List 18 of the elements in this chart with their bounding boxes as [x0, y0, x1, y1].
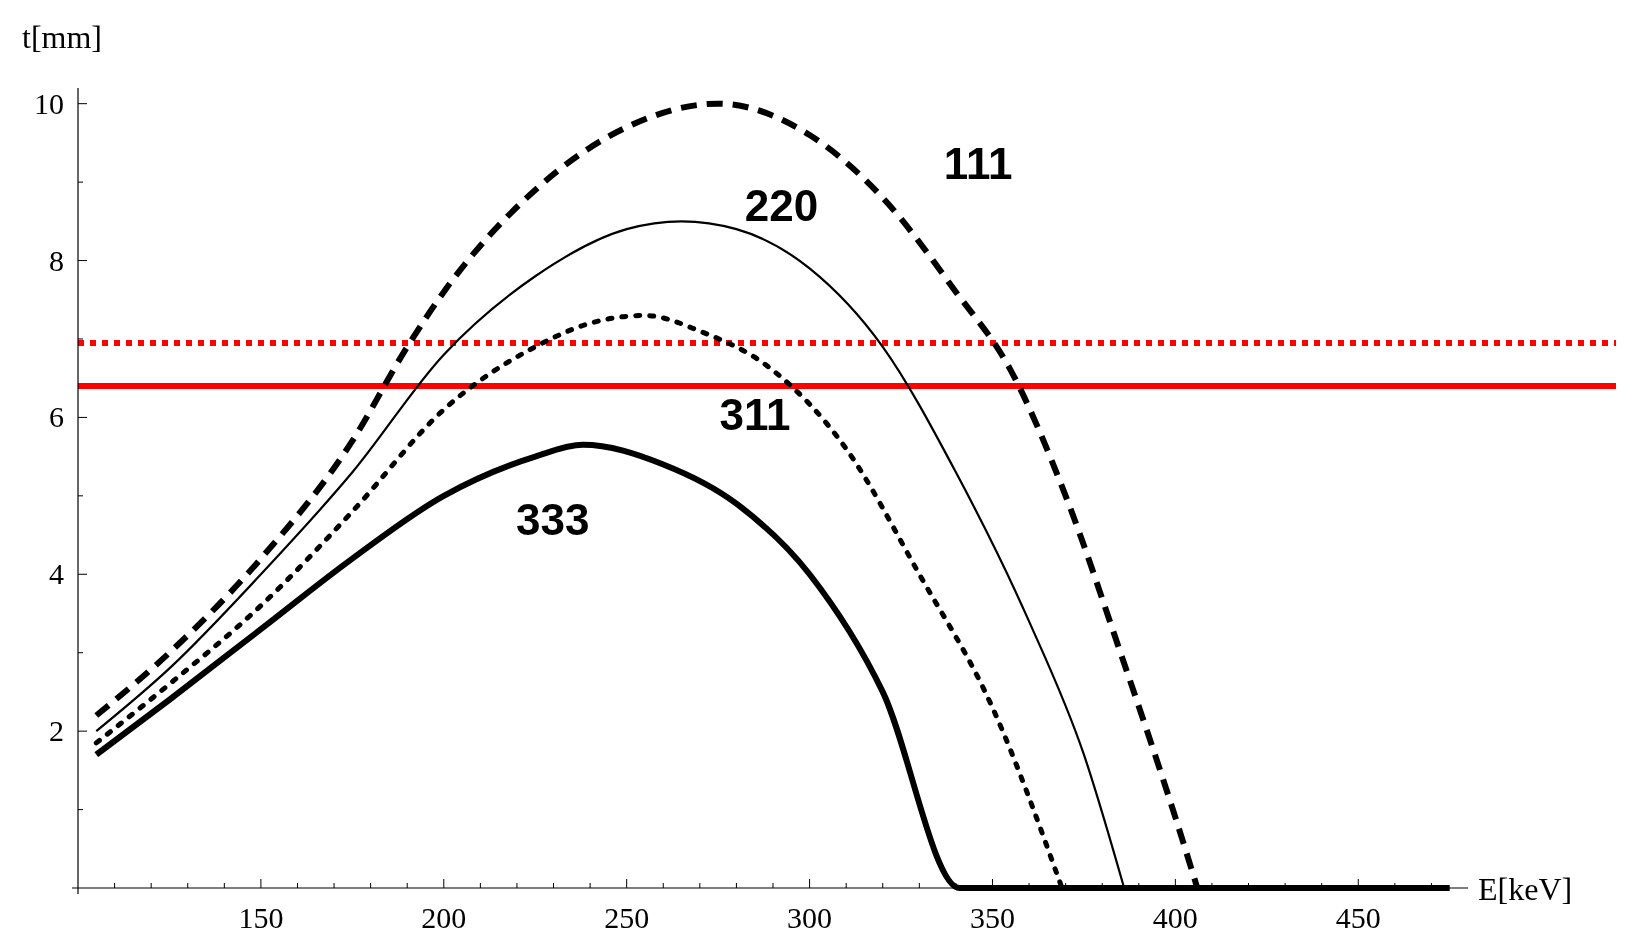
y-axis-title: t[mm] — [22, 19, 102, 55]
x-axis-title: E[keV] — [1478, 871, 1573, 907]
x-tick-label: 450 — [1335, 901, 1381, 934]
x-tick-label: 300 — [787, 901, 833, 934]
series-label: 311 — [719, 390, 791, 440]
series-label: 220 — [744, 181, 819, 231]
x-tick-label: 200 — [421, 901, 467, 934]
x-tick-label: 350 — [969, 901, 1015, 934]
y-tick-label: 4 — [49, 557, 64, 591]
y-tick-label: 2 — [49, 714, 64, 748]
x-tick-label: 400 — [1152, 901, 1198, 934]
series-label: 333 — [516, 494, 590, 544]
y-tick-label: 6 — [49, 400, 64, 434]
series-label: 111 — [943, 138, 1013, 188]
y-tick-label: 10 — [34, 86, 64, 120]
y-tick-label: 8 — [49, 243, 64, 277]
x-tick-label: 150 — [238, 901, 284, 934]
x-tick-label: 250 — [604, 901, 650, 934]
